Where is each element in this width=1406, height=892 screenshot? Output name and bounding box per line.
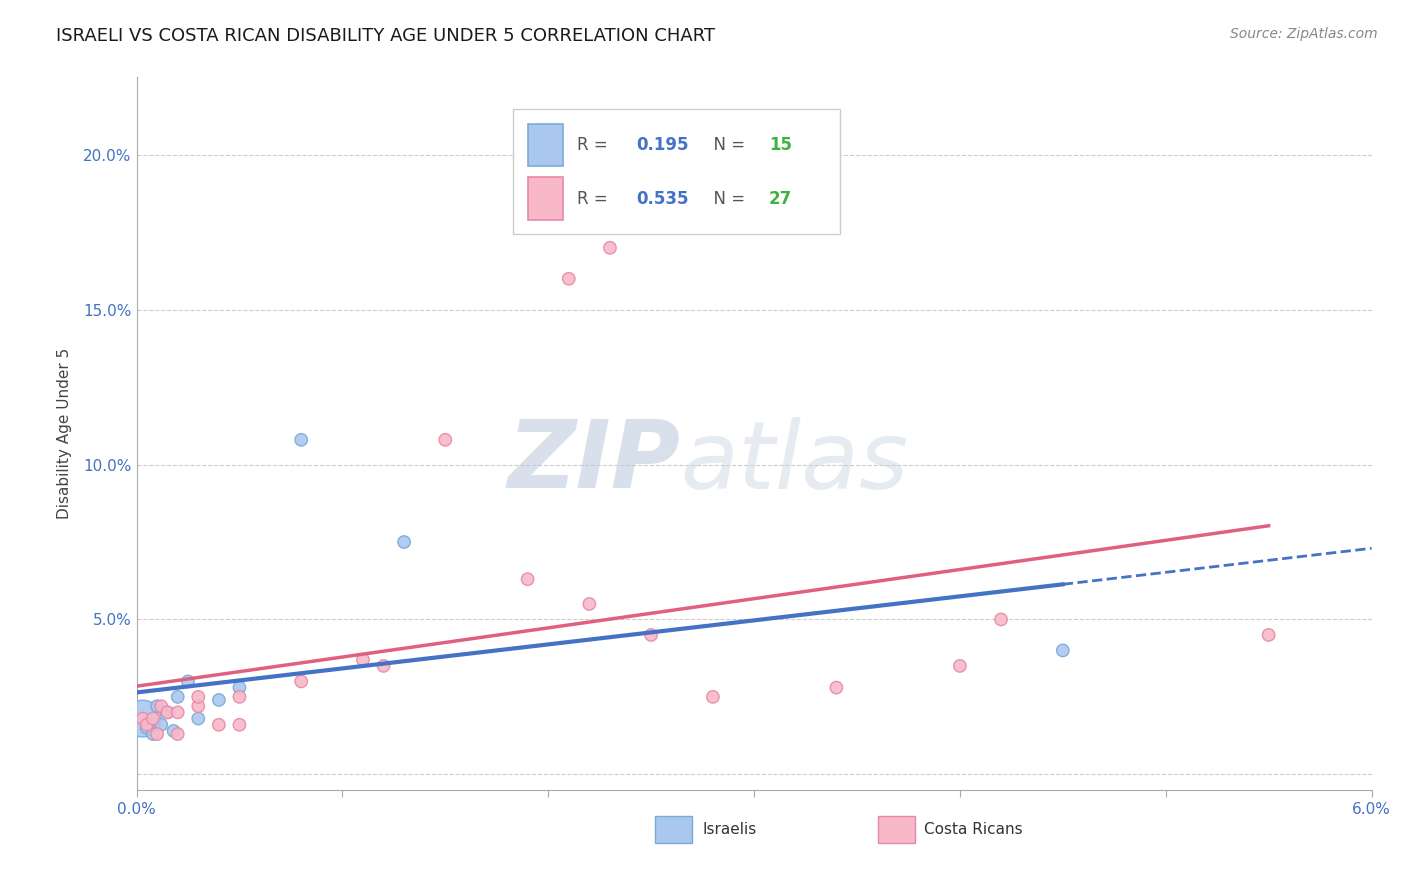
Text: Israelis: Israelis [702, 822, 756, 838]
Point [990, 612, 1012, 626]
Point [166, 727, 188, 741]
Y-axis label: Disability Age Under 5: Disability Age Under 5 [58, 348, 72, 519]
Text: 15: 15 [769, 136, 792, 154]
Point [146, 727, 169, 741]
Text: ZIP: ZIP [508, 417, 681, 508]
Point [599, 241, 621, 255]
Point [187, 712, 209, 726]
Point [434, 433, 457, 447]
Point [1257, 628, 1279, 642]
Bar [877, 816, 914, 843]
Text: 27: 27 [769, 189, 792, 208]
Point [156, 706, 179, 720]
Text: N =: N = [703, 136, 751, 154]
Point [825, 681, 848, 695]
Point [166, 706, 188, 720]
Point [290, 674, 312, 689]
Text: atlas: atlas [681, 417, 908, 508]
Bar [513, 110, 841, 235]
Point [228, 718, 250, 732]
Point [156, 706, 179, 720]
Point [558, 272, 581, 286]
Text: Costa Ricans: Costa Ricans [925, 822, 1024, 838]
Point [290, 433, 312, 447]
Point [392, 535, 415, 549]
Text: 0.195: 0.195 [637, 136, 689, 154]
Text: 0.535: 0.535 [637, 189, 689, 208]
Text: Source: ZipAtlas.com: Source: ZipAtlas.com [1230, 27, 1378, 41]
Point [131, 712, 153, 726]
Bar [529, 178, 562, 220]
Text: R =: R = [578, 136, 613, 154]
Point [1052, 643, 1074, 657]
Point [142, 712, 165, 726]
Point [228, 681, 250, 695]
Point [135, 721, 157, 735]
Point [150, 699, 173, 714]
Text: N =: N = [703, 189, 751, 208]
Point [166, 690, 188, 704]
Point [131, 712, 153, 726]
Point [516, 572, 538, 586]
Point [177, 674, 200, 689]
Text: ISRAELI VS COSTA RICAN DISABILITY AGE UNDER 5 CORRELATION CHART: ISRAELI VS COSTA RICAN DISABILITY AGE UN… [56, 27, 716, 45]
Point [135, 718, 157, 732]
Point [640, 628, 662, 642]
Point [187, 690, 209, 704]
Point [373, 659, 395, 673]
Point [208, 693, 231, 707]
Point [150, 718, 173, 732]
Point [146, 699, 169, 714]
Text: R =: R = [578, 189, 613, 208]
Bar [655, 816, 692, 843]
Point [702, 690, 724, 704]
Point [228, 690, 250, 704]
Point [578, 597, 600, 611]
Point [162, 723, 184, 738]
Point [352, 653, 374, 667]
Point [208, 718, 231, 732]
Point [187, 699, 209, 714]
Point [142, 727, 165, 741]
Point [949, 659, 972, 673]
Bar [529, 124, 562, 167]
